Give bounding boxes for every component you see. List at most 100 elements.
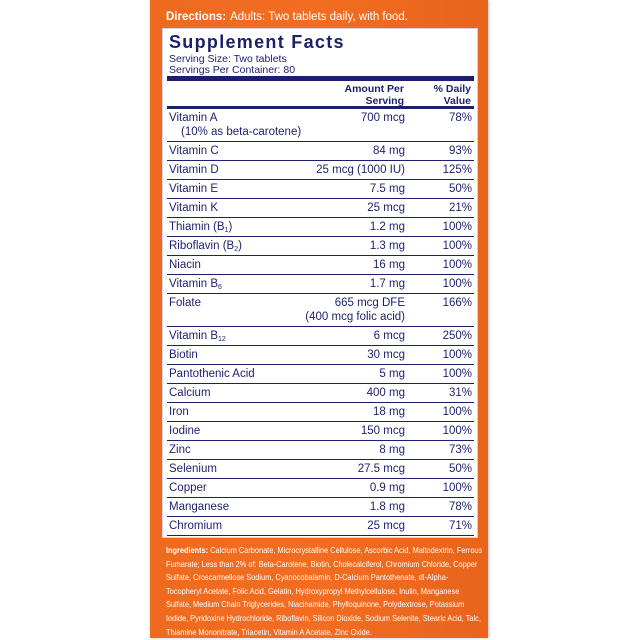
nutrient-amount: 6 mcg: [373, 330, 405, 342]
nutrient-daily-value: 50%: [448, 183, 472, 195]
nutrient-name: Thiamin (B1): [169, 221, 233, 234]
nutrient-name: Copper: [169, 482, 207, 494]
directions-label: Directions:: [166, 11, 227, 23]
ingredients-label: Ingredients:: [166, 545, 209, 555]
nutrient-note: (10% as beta-carotene): [181, 126, 302, 138]
nutrient-daily-value: 100%: [442, 278, 472, 290]
nutrient-amount: 0.9 mg: [369, 482, 405, 494]
table-row: Vitamin K 25 mcg 21%: [167, 199, 474, 218]
directions-text: Adults: Two tablets daily, with food.: [230, 11, 408, 23]
nutrient-name: Vitamin D: [169, 164, 219, 176]
header-divider: [167, 106, 474, 109]
nutrient-name: Vitamin K: [169, 202, 219, 214]
table-row: Vitamin D 25 mcg (1000 IU) 125%: [167, 161, 474, 180]
nutrient-daily-value: 78%: [448, 501, 472, 513]
nutrient-amount: 27.5 mcg: [357, 463, 405, 475]
nutrient-daily-value: 78%: [448, 112, 472, 124]
servings-per-container: Servings Per Container: 80: [169, 64, 296, 76]
table-row: Vitamin B6 1.7 mg 100%: [167, 275, 474, 294]
table-row: Pantothenic Acid 5 mg 100%: [167, 365, 474, 384]
dv-header-line1: % Daily: [433, 83, 471, 95]
nutrient-amount: 700 mcg: [360, 112, 405, 124]
nutrient-amount: 1.8 mg: [369, 501, 405, 513]
nutrient-daily-value: 50%: [448, 463, 472, 475]
thick-divider: [167, 76, 474, 81]
nutrient-amount: 25 mcg (1000 IU): [316, 164, 405, 176]
nutrient-daily-value: 100%: [442, 368, 472, 380]
nutrient-amount: 8 mg: [379, 444, 405, 456]
amount-header-line2: Serving: [365, 95, 404, 107]
table-row: Thiamin (B1) 1.2 mg 100%: [167, 218, 474, 237]
nutrient-amount: 150 mcg: [360, 425, 405, 437]
nutrient-amount: 5 mg: [379, 368, 405, 380]
nutrient-daily-value: 100%: [442, 406, 472, 418]
nutrient-amount: 1.2 mg: [369, 221, 405, 233]
table-row: Iron 18 mg 100%: [167, 403, 474, 422]
dv-header: % Daily Value: [434, 83, 471, 107]
amount-header-line1: Amount Per: [344, 83, 404, 95]
nutrient-daily-value: 166%: [442, 297, 472, 309]
table-row: Copper 0.9 mg 100%: [167, 479, 474, 498]
table-row: Calcium 400 mg 31%: [167, 384, 474, 403]
nutrient-name: Chromium: [169, 520, 223, 532]
amount-header: Amount Per Serving: [344, 83, 404, 107]
nutrient-name: Riboflavin (B2): [169, 240, 242, 253]
nutrient-name: Folate: [169, 297, 201, 309]
table-row: Niacin 16 mg 100%: [167, 256, 474, 275]
table-row: Manganese 1.8 mg 78%: [167, 498, 474, 517]
table-row: Riboflavin (B2) 1.3 mg 100%: [167, 237, 474, 256]
nutrient-name: Vitamin C: [169, 145, 219, 157]
table-row: Biotin 30 mcg 100%: [167, 346, 474, 365]
facts-title: Supplement Facts: [169, 32, 345, 52]
table-row: Vitamin C 84 mg 93%: [167, 142, 474, 161]
nutrient-amount: 1.3 mg: [369, 240, 405, 252]
supplement-facts-label: Supplement Facts Serving Size: Two table…: [162, 28, 478, 538]
nutrient-amount: 665 mcg DFE (400 mcg folic acid): [305, 297, 405, 323]
nutrient-name: Pantothenic Acid: [169, 368, 255, 380]
nutrient-amount: 400 mg: [366, 387, 405, 399]
nutrient-table: Vitamin A (10% as beta-carotene) 700 mcg 78…: [167, 109, 474, 536]
table-row: Zinc 8 mg 73%: [167, 441, 474, 460]
nutrient-daily-value: 100%: [442, 240, 472, 252]
nutrient-amount: 1.7 mg: [369, 278, 405, 290]
nutrient-amount: 30 mcg: [367, 349, 405, 361]
serving-size: Serving Size: Two tablets: [169, 53, 287, 65]
table-row: Folate 665 mcg DFE (400 mcg folic acid) 166…: [167, 294, 474, 327]
nutrient-daily-value: 71%: [448, 520, 472, 532]
dv-header-line2: Value: [443, 95, 471, 107]
nutrient-daily-value: 93%: [448, 145, 472, 157]
nutrient-amount: 7.5 mg: [369, 183, 405, 195]
nutrient-name: Vitamin A: [169, 112, 218, 124]
nutrient-name: Iron: [169, 406, 189, 418]
table-row: Selenium 27.5 mcg 50%: [167, 460, 474, 479]
nutrient-name: Selenium: [169, 463, 217, 475]
nutrient-daily-value: 100%: [442, 482, 472, 494]
table-row: Vitamin E 7.5 mg 50%: [167, 180, 474, 199]
nutrient-name: Vitamin E: [169, 183, 219, 195]
nutrient-name: Niacin: [169, 259, 201, 271]
table-row: Vitamin A (10% as beta-carotene) 700 mcg 78…: [167, 109, 474, 142]
nutrient-daily-value: 21%: [448, 202, 472, 214]
table-row: Iodine 150 mcg 100%: [167, 422, 474, 441]
nutrient-daily-value: 125%: [442, 164, 472, 176]
table-row: Chromium 25 mcg 71%: [167, 517, 474, 536]
nutrient-name: Manganese: [169, 501, 230, 513]
ingredients-text: Calcium Carbonate, Microcrystalline Cell…: [166, 545, 483, 637]
nutrient-amount: 25 mcg: [367, 202, 405, 214]
nutrient-amount: 18 mg: [373, 406, 405, 418]
nutrient-name: Iodine: [169, 425, 201, 437]
nutrient-amount: 25 mcg: [367, 520, 405, 532]
nutrient-name: Biotin: [169, 349, 198, 361]
nutrient-amount: 16 mg: [373, 259, 405, 271]
nutrient-name: Calcium: [169, 387, 211, 399]
nutrient-daily-value: 250%: [442, 330, 472, 342]
nutrient-daily-value: 31%: [448, 387, 472, 399]
nutrient-daily-value: 100%: [442, 259, 472, 271]
nutrient-name: Zinc: [169, 444, 191, 456]
directions: Directions: Adults: Two tablets daily, wi…: [166, 11, 408, 23]
nutrient-amount: 84 mg: [373, 145, 405, 157]
nutrient-name: Vitamin B6: [169, 278, 222, 291]
nutrient-daily-value: 73%: [448, 444, 472, 456]
ingredients: Ingredients: Calcium Carbonate, Microcry…: [166, 544, 483, 639]
nutrient-name: Vitamin B12: [169, 330, 226, 343]
